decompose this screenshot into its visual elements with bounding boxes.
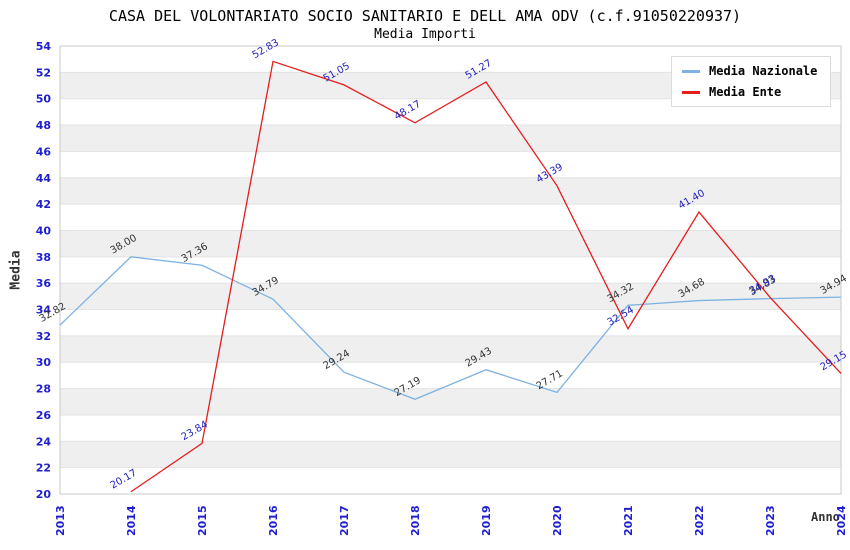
y-tick-label: 30 bbox=[36, 356, 52, 369]
y-tick-label: 38 bbox=[36, 251, 51, 264]
x-tick-label: 2013 bbox=[54, 505, 67, 536]
y-tick-label: 50 bbox=[36, 93, 52, 106]
legend: Media Nazionale Media Ente bbox=[671, 56, 831, 107]
x-tick-label: 2020 bbox=[551, 505, 564, 536]
grid-band bbox=[60, 388, 841, 415]
x-tick-label: 2024 bbox=[835, 505, 848, 536]
y-tick-label: 34 bbox=[36, 304, 52, 317]
y-tick-label: 40 bbox=[36, 224, 52, 237]
legend-item-media-nazionale: Media Nazionale bbox=[682, 64, 824, 78]
y-tick-label: 24 bbox=[36, 435, 52, 448]
media-nazionale-line-swatch bbox=[682, 69, 700, 73]
y-tick-label: 48 bbox=[36, 119, 51, 132]
x-tick-label: 2019 bbox=[480, 505, 493, 536]
x-tick-label: 2022 bbox=[693, 505, 706, 536]
x-tick-label: 2014 bbox=[125, 505, 138, 536]
data-label: 52.83 bbox=[251, 37, 281, 61]
x-tick-label: 2016 bbox=[267, 505, 280, 536]
data-label: 20.17 bbox=[109, 468, 139, 492]
grid-band bbox=[60, 335, 841, 363]
grid-band bbox=[60, 230, 841, 257]
y-tick-label: 20 bbox=[36, 488, 52, 501]
plot-border bbox=[59, 45, 842, 495]
y-tick-label: 52 bbox=[36, 66, 51, 79]
legend-label: Media Ente bbox=[709, 85, 782, 99]
legend-item-media-ente: Media Ente bbox=[682, 85, 824, 99]
legend-label: Media Nazionale bbox=[709, 64, 818, 78]
x-tick-label: 2017 bbox=[338, 505, 351, 536]
x-tick-label: 2015 bbox=[196, 505, 209, 536]
x-axis-label: Anno bbox=[811, 510, 840, 524]
series-line bbox=[130, 60, 842, 493]
data-label: 23.84 bbox=[180, 419, 210, 443]
grid-band bbox=[60, 125, 841, 152]
x-tick-label: 2023 bbox=[764, 505, 777, 536]
y-tick-label: 22 bbox=[36, 462, 51, 475]
x-tick-label: 2021 bbox=[622, 505, 635, 536]
grid-band bbox=[60, 441, 841, 468]
grid-band bbox=[60, 177, 841, 205]
y-tick-label: 28 bbox=[36, 383, 51, 396]
chart-title: CASA DEL VOLONTARIATO SOCIO SANITARIO E … bbox=[108, 7, 742, 25]
y-tick-label: 54 bbox=[36, 40, 52, 53]
y-tick-label: 44 bbox=[36, 172, 52, 185]
y-tick-label: 32 bbox=[36, 330, 51, 343]
series-line bbox=[59, 256, 842, 400]
y-tick-label: 26 bbox=[36, 409, 52, 422]
media-ente-line-swatch bbox=[682, 90, 700, 94]
y-tick-label: 46 bbox=[36, 145, 52, 158]
y-tick-label: 36 bbox=[36, 277, 52, 290]
grid-band bbox=[60, 283, 841, 310]
y-tick-label: 42 bbox=[36, 198, 51, 211]
chart-subtitle: Media Importi bbox=[374, 27, 476, 42]
x-tick-label: 2018 bbox=[409, 505, 422, 536]
